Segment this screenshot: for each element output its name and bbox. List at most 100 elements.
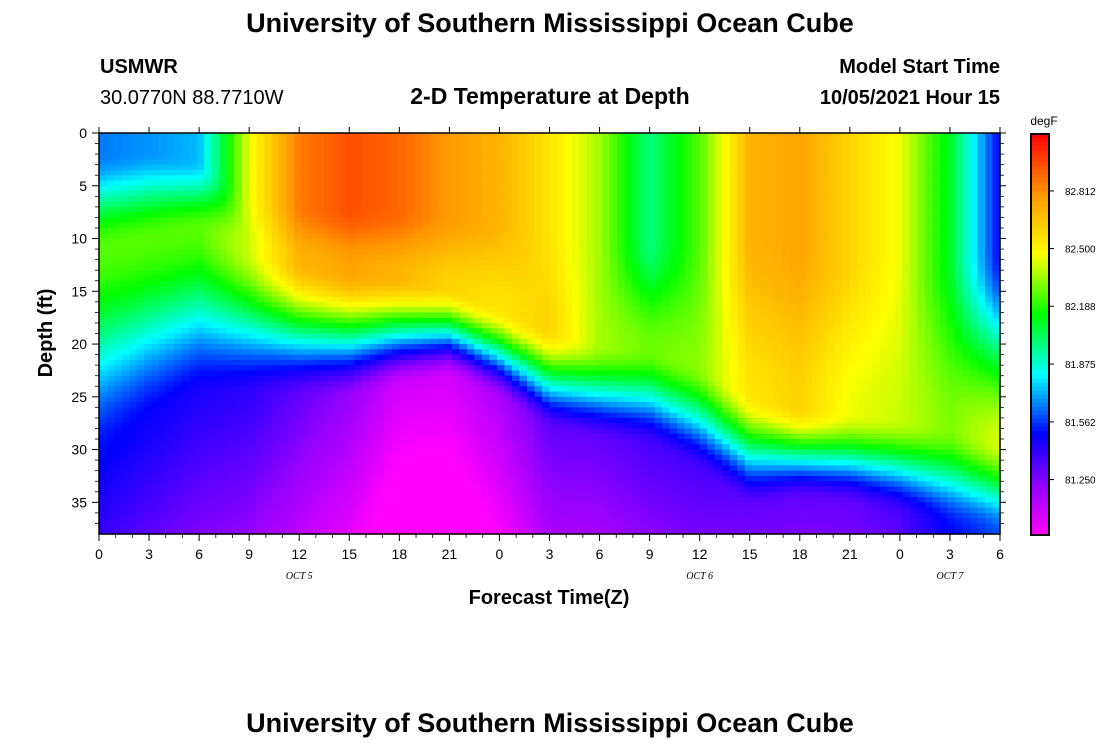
heatmap-cell [489,486,498,493]
heatmap-cell [264,359,273,366]
heatmap-cell [249,365,258,372]
heatmap-cell [136,444,145,451]
heatmap-cell [346,460,355,467]
heatmap-cell [99,180,108,187]
heatmap-cell [557,206,566,213]
heatmap-cell [466,301,476,308]
heatmap-cell [174,164,183,171]
heatmap-cell [526,475,536,482]
heatmap-cell [339,349,348,356]
heatmap-cell [376,507,385,514]
heatmap-cell [519,497,528,503]
heatmap-cell [219,402,228,408]
heatmap-cell [144,264,153,271]
heatmap-cell [256,407,265,414]
heatmap-cell [459,138,468,145]
heatmap-cell [466,344,476,350]
heatmap-cell [324,164,333,171]
heatmap-cell [376,280,385,287]
heatmap-cell [481,143,491,150]
heatmap-cell [339,143,348,150]
heatmap-cell [346,370,355,377]
heatmap-cell [534,365,543,372]
heatmap-cell [361,465,370,472]
heatmap-cell [106,201,115,208]
heatmap-cell [339,491,348,498]
heatmap-cell [279,338,288,345]
heatmap-cell [219,512,228,519]
heatmap-cell [451,196,460,203]
heatmap-cell [459,185,468,192]
heatmap-cell [399,470,408,477]
heatmap-cell [196,460,205,467]
heatmap-cell [369,243,378,250]
heatmap-cell [481,433,491,440]
heatmap-cell [572,133,581,139]
heatmap-cell [579,518,588,525]
heatmap-cell [526,491,536,498]
heatmap-cell [121,396,130,403]
heatmap-cell [181,296,190,303]
heatmap-cell [286,338,295,345]
heatmap-cell [444,238,453,245]
heatmap-cell [564,365,573,372]
heatmap-cell [406,433,415,440]
heatmap-cell [391,481,400,488]
heatmap-cell [189,444,198,451]
heatmap-cell [511,191,521,197]
heatmap-cell [414,175,423,182]
heatmap-cell [474,148,483,155]
heatmap-cell [587,286,596,292]
heatmap-cell [436,391,445,398]
heatmap-cell [234,154,243,160]
heatmap-cell [436,497,445,503]
heatmap-cell [466,238,476,245]
heatmap-cell [159,497,168,503]
heatmap-cell [399,359,408,366]
heatmap-cell [211,286,220,292]
heatmap-cell [181,280,190,287]
heatmap-cell [541,270,551,277]
heatmap-cell [241,212,250,219]
heatmap-cell [444,528,453,535]
heatmap-cell [564,338,573,345]
heatmap-cell [159,291,168,298]
heatmap-cell [406,196,415,203]
heatmap-cell [204,148,213,155]
heatmap-cell [466,227,476,234]
heatmap-cell [526,175,536,182]
heatmap-cell [316,317,325,324]
heatmap-cell [369,133,378,139]
heatmap-cell [541,486,551,493]
heatmap-cell [234,423,243,430]
heatmap-cell [181,497,190,503]
heatmap-cell [557,407,566,414]
heatmap-cell [354,217,363,224]
heatmap-cell [346,486,355,493]
heatmap-cell [504,185,513,192]
heatmap-cell [572,407,581,414]
heatmap-cell [421,454,430,461]
heatmap-cell [391,491,400,498]
heatmap-cell [421,349,430,356]
heatmap-cell [369,169,378,176]
heatmap-cell [324,475,333,482]
heatmap-cell [587,217,596,224]
heatmap-cell [541,196,551,203]
heatmap-cell [579,528,588,535]
heatmap-cell [414,148,423,155]
heatmap-cell [489,143,498,150]
heatmap-cell [466,206,476,213]
heatmap-cell [414,423,423,430]
heatmap-cell [114,148,123,155]
heatmap-cell [376,528,385,535]
heatmap-cell [99,328,108,335]
heatmap-cell [572,433,581,440]
heatmap-cell [196,185,205,192]
heatmap-cell [481,439,491,445]
heatmap-cell [436,528,445,535]
heatmap-cell [256,206,265,213]
heatmap-cell [451,375,460,382]
heatmap-cell [406,264,415,271]
heatmap-cell [309,322,318,329]
